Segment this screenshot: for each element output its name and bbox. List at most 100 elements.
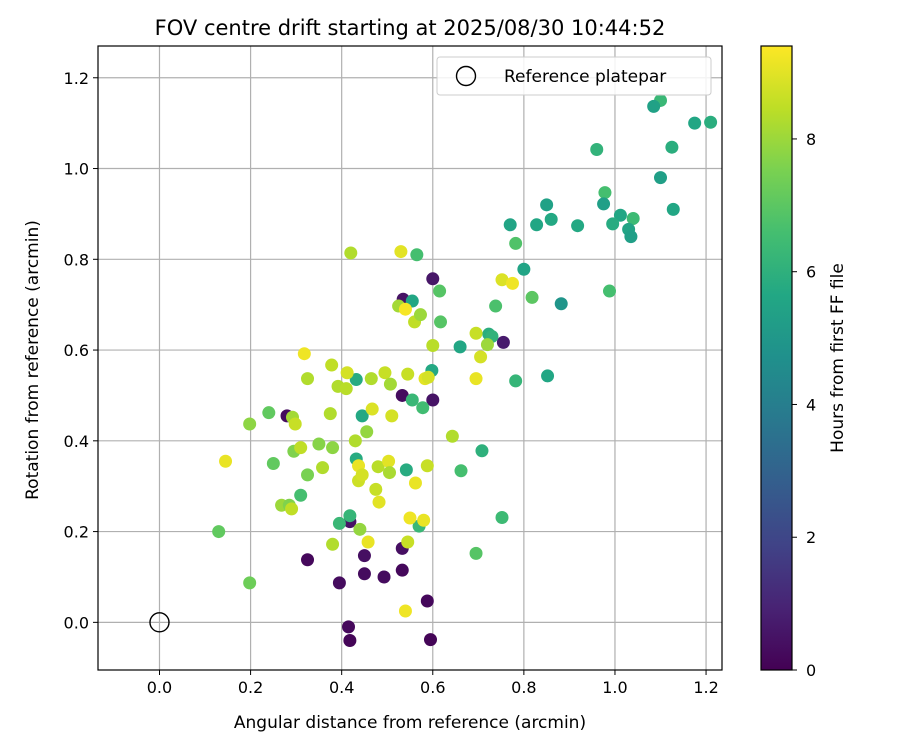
- data-point: [395, 563, 409, 577]
- data-point: [571, 219, 585, 233]
- data-point: [469, 326, 483, 340]
- data-point: [590, 142, 604, 156]
- x-tick-label: 1.2: [693, 678, 718, 697]
- data-point: [403, 511, 417, 525]
- data-point: [371, 460, 385, 474]
- data-point: [262, 406, 276, 420]
- data-point: [348, 434, 362, 448]
- data-point: [434, 315, 448, 329]
- data-point: [357, 567, 371, 581]
- data-point: [332, 576, 346, 590]
- x-tick-label: 1.0: [602, 678, 627, 697]
- data-point: [266, 457, 280, 471]
- data-point: [212, 525, 226, 539]
- data-point: [394, 245, 408, 259]
- data-point: [301, 553, 315, 567]
- data-point: [505, 276, 519, 290]
- data-point: [426, 339, 440, 353]
- data-point: [413, 308, 427, 322]
- x-axis-label: Angular distance from reference (arcmin): [234, 713, 586, 733]
- legend-label: Reference platepar: [504, 67, 666, 87]
- data-point: [416, 401, 430, 415]
- y-tick-label: 0.6: [64, 341, 89, 360]
- data-point: [540, 198, 554, 212]
- y-tick-label: 0.2: [64, 523, 89, 542]
- data-point: [401, 367, 415, 381]
- legend-marker: [455, 65, 477, 87]
- data-point: [361, 535, 375, 549]
- data-point: [475, 444, 489, 458]
- data-point: [421, 370, 435, 384]
- grid: [98, 46, 722, 670]
- colorbar-tick-label: 6: [806, 263, 816, 282]
- data-point: [613, 208, 627, 222]
- y-tick-label: 1.0: [64, 160, 89, 179]
- data-point: [433, 284, 447, 298]
- data-point: [704, 115, 718, 129]
- y-axis-label: Rotation from reference (arcmin): [23, 220, 43, 500]
- data-point: [401, 535, 415, 549]
- y-tick-label: 0.4: [64, 432, 89, 451]
- data-point: [517, 262, 531, 276]
- data-point: [301, 468, 315, 482]
- data-point: [495, 273, 509, 287]
- data-point: [666, 202, 680, 216]
- x-tick-label: 0.6: [420, 678, 445, 697]
- chart-title: FOV centre drift starting at 2025/08/30 …: [155, 16, 666, 40]
- data-point: [426, 393, 440, 407]
- data-point: [503, 218, 517, 232]
- data-point: [665, 140, 679, 154]
- data-point: [530, 218, 544, 232]
- colorbar-tick-label: 0: [806, 661, 816, 680]
- data-point: [454, 464, 468, 478]
- data-point: [383, 466, 397, 480]
- x-tick-label: 0.4: [329, 678, 354, 697]
- data-point: [323, 407, 337, 421]
- plot-frame: [97, 45, 723, 671]
- data-point: [340, 366, 354, 380]
- data-point: [325, 358, 339, 372]
- legend-box: [436, 56, 712, 96]
- data-point: [344, 246, 358, 260]
- data-point: [469, 372, 483, 386]
- colorbar: 0 2 4 6 8: [760, 45, 816, 680]
- data-point: [377, 570, 391, 584]
- data-point: [410, 248, 424, 262]
- data-point: [509, 374, 523, 388]
- colorbar-tick-label: 2: [806, 528, 816, 547]
- colorbar-tick-label: 4: [806, 395, 816, 414]
- data-point: [297, 347, 311, 361]
- data-point: [312, 437, 326, 451]
- data-point: [423, 633, 437, 647]
- data-point: [474, 350, 488, 364]
- data-point: [219, 454, 233, 468]
- data-point: [405, 393, 419, 407]
- data-point: [395, 388, 409, 402]
- data-point: [496, 335, 510, 349]
- data-point: [453, 340, 467, 354]
- data-point: [385, 409, 399, 423]
- data-point: [316, 461, 330, 475]
- data-point: [365, 402, 379, 416]
- data-point: [398, 604, 412, 618]
- data-point: [426, 272, 440, 286]
- data-point: [326, 537, 340, 551]
- x-tick-label: 0.0: [147, 678, 172, 697]
- data-point: [626, 211, 640, 225]
- data-point: [509, 236, 523, 250]
- data-point: [606, 217, 620, 231]
- x-tick-label: 0.8: [511, 678, 536, 697]
- reference-marker: [149, 612, 170, 633]
- data-point: [489, 299, 503, 313]
- data-point: [301, 372, 315, 386]
- x-tick-label: 0.2: [238, 678, 263, 697]
- data-point: [326, 441, 340, 455]
- legend: Reference platepar: [436, 56, 712, 96]
- data-point: [554, 297, 568, 311]
- data-point: [445, 429, 459, 443]
- data-point: [525, 290, 539, 304]
- y-axis-ticks: 0.0 0.2 0.4 0.6 0.8 1.0 1.2: [64, 69, 98, 632]
- y-tick-label: 0.8: [64, 250, 89, 269]
- data-point: [364, 372, 378, 386]
